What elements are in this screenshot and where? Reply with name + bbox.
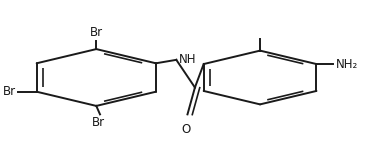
- Text: O: O: [181, 123, 190, 136]
- Text: Br: Br: [91, 116, 105, 129]
- Text: Br: Br: [3, 85, 16, 98]
- Text: Br: Br: [90, 26, 103, 39]
- Text: NH: NH: [179, 53, 197, 66]
- Text: NH₂: NH₂: [336, 58, 358, 71]
